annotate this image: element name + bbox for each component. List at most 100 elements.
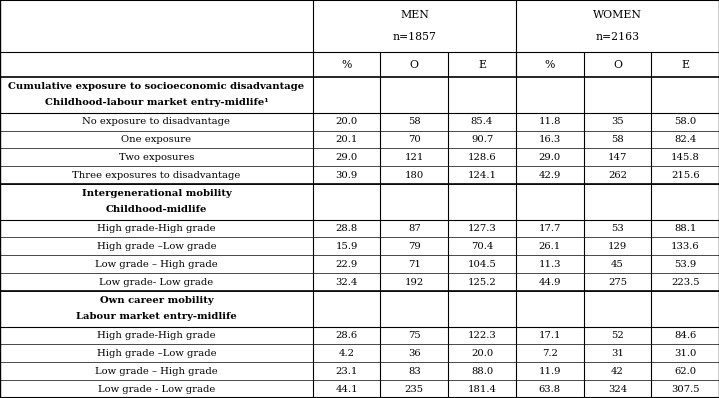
Text: 30.9: 30.9 — [336, 171, 358, 179]
Text: 32.4: 32.4 — [336, 277, 358, 287]
Text: 29.0: 29.0 — [336, 153, 358, 162]
Text: High grade-High grade: High grade-High grade — [97, 224, 216, 233]
Text: One exposure: One exposure — [122, 135, 191, 144]
Text: Three exposures to disadvantage: Three exposures to disadvantage — [72, 171, 241, 179]
Text: %: % — [342, 59, 352, 70]
Text: 122.3: 122.3 — [467, 331, 496, 340]
Text: 11.3: 11.3 — [539, 260, 561, 269]
Text: 11.9: 11.9 — [539, 367, 561, 376]
Text: 58: 58 — [408, 117, 421, 126]
Text: 63.8: 63.8 — [539, 384, 561, 394]
Text: 307.5: 307.5 — [671, 384, 700, 394]
Text: 324: 324 — [608, 384, 627, 394]
Text: 180: 180 — [405, 171, 424, 179]
Text: Labour market entry-midlife: Labour market entry-midlife — [76, 312, 237, 321]
Text: 145.8: 145.8 — [671, 153, 700, 162]
Text: Childhood-labour market entry-midlife¹: Childhood-labour market entry-midlife¹ — [45, 98, 268, 107]
Text: 4.2: 4.2 — [339, 349, 354, 358]
Text: High grade-High grade: High grade-High grade — [97, 331, 216, 340]
Text: E: E — [681, 59, 689, 70]
Text: 23.1: 23.1 — [336, 367, 358, 376]
Text: 53.9: 53.9 — [674, 260, 696, 269]
Text: 235: 235 — [405, 384, 424, 394]
Text: 104.5: 104.5 — [467, 260, 496, 269]
Text: 11.8: 11.8 — [539, 117, 561, 126]
Text: 58.0: 58.0 — [674, 117, 696, 126]
Text: 192: 192 — [405, 277, 424, 287]
Text: 17.1: 17.1 — [539, 331, 561, 340]
Text: 79: 79 — [408, 242, 421, 251]
Text: Low grade – High grade: Low grade – High grade — [95, 260, 218, 269]
Text: 71: 71 — [408, 260, 421, 269]
Text: 262: 262 — [608, 171, 627, 179]
Text: 31.0: 31.0 — [674, 349, 696, 358]
Text: 44.1: 44.1 — [335, 384, 358, 394]
Text: 70.4: 70.4 — [471, 242, 493, 251]
Text: O: O — [410, 59, 419, 70]
Text: Own career mobility: Own career mobility — [99, 297, 214, 306]
Text: 20.0: 20.0 — [471, 349, 493, 358]
Text: 58: 58 — [611, 135, 624, 144]
Text: Intergenerational mobility: Intergenerational mobility — [81, 189, 232, 199]
Text: 83: 83 — [408, 367, 421, 376]
Text: 127.3: 127.3 — [467, 224, 496, 233]
Text: 90.7: 90.7 — [471, 135, 493, 144]
Text: Low grade - Low grade: Low grade - Low grade — [98, 384, 215, 394]
Text: E: E — [478, 59, 486, 70]
Text: 29.0: 29.0 — [539, 153, 561, 162]
Text: 22.9: 22.9 — [336, 260, 358, 269]
Text: 84.6: 84.6 — [674, 331, 696, 340]
Text: 15.9: 15.9 — [336, 242, 358, 251]
Text: 44.9: 44.9 — [539, 277, 561, 287]
Text: 88.0: 88.0 — [471, 367, 493, 376]
Text: Low grade- Low grade: Low grade- Low grade — [99, 277, 214, 287]
Text: 215.6: 215.6 — [671, 171, 700, 179]
Text: 28.8: 28.8 — [336, 224, 358, 233]
Text: MEN: MEN — [400, 10, 429, 20]
Text: 223.5: 223.5 — [671, 277, 700, 287]
Text: High grade –Low grade: High grade –Low grade — [96, 242, 216, 251]
Text: 26.1: 26.1 — [539, 242, 561, 251]
Text: 275: 275 — [608, 277, 627, 287]
Text: 62.0: 62.0 — [674, 367, 696, 376]
Text: 7.2: 7.2 — [542, 349, 558, 358]
Text: Childhood-midlife: Childhood-midlife — [106, 205, 207, 214]
Text: Cumulative exposure to socioeconomic disadvantage: Cumulative exposure to socioeconomic dis… — [9, 82, 304, 92]
Text: No exposure to disadvantage: No exposure to disadvantage — [83, 117, 230, 126]
Text: Low grade – High grade: Low grade – High grade — [95, 367, 218, 376]
Text: 28.6: 28.6 — [336, 331, 357, 340]
Text: 31: 31 — [611, 349, 624, 358]
Text: n=1857: n=1857 — [393, 33, 436, 43]
Text: 70: 70 — [408, 135, 421, 144]
Text: 52: 52 — [611, 331, 624, 340]
Text: 181.4: 181.4 — [467, 384, 497, 394]
Text: WOMEN: WOMEN — [593, 10, 642, 20]
Text: 129: 129 — [608, 242, 627, 251]
Text: 87: 87 — [408, 224, 421, 233]
Text: 20.1: 20.1 — [336, 135, 358, 144]
Text: 42: 42 — [611, 367, 624, 376]
Text: 36: 36 — [408, 349, 421, 358]
Text: 20.0: 20.0 — [336, 117, 358, 126]
Text: 88.1: 88.1 — [674, 224, 696, 233]
Text: 124.1: 124.1 — [467, 171, 497, 179]
Text: 85.4: 85.4 — [471, 117, 493, 126]
Text: 53: 53 — [611, 224, 624, 233]
Text: %: % — [544, 59, 555, 70]
Text: 35: 35 — [611, 117, 624, 126]
Text: 133.6: 133.6 — [671, 242, 700, 251]
Text: Two exposures: Two exposures — [119, 153, 194, 162]
Text: 128.6: 128.6 — [468, 153, 496, 162]
Text: 16.3: 16.3 — [539, 135, 561, 144]
Text: 82.4: 82.4 — [674, 135, 696, 144]
Text: High grade –Low grade: High grade –Low grade — [96, 349, 216, 358]
Text: 75: 75 — [408, 331, 421, 340]
Text: 147: 147 — [608, 153, 627, 162]
Text: O: O — [613, 59, 622, 70]
Text: 17.7: 17.7 — [539, 224, 561, 233]
Text: 45: 45 — [611, 260, 624, 269]
Text: 42.9: 42.9 — [539, 171, 561, 179]
Text: 125.2: 125.2 — [467, 277, 496, 287]
Text: 121: 121 — [405, 153, 424, 162]
Text: n=2163: n=2163 — [595, 33, 639, 43]
